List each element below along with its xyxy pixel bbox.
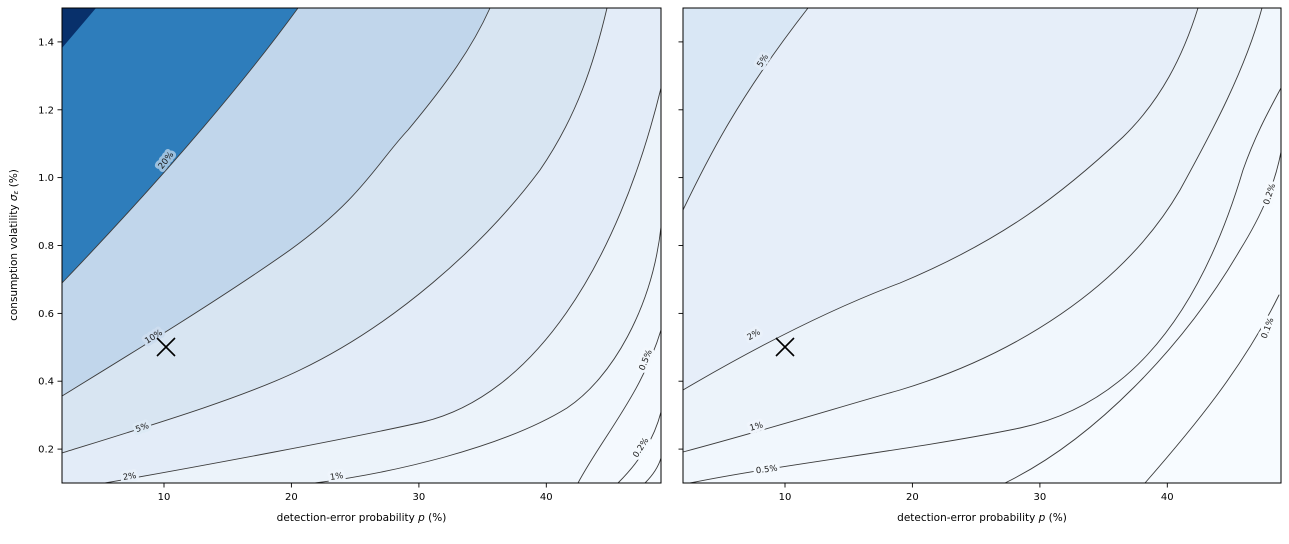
left-contour-label-2pct: 2% bbox=[122, 471, 137, 483]
x-tick-label: 30 bbox=[1034, 492, 1047, 503]
right-contour-line-5pct bbox=[682, 7, 809, 211]
y-tick-label: 1.0 bbox=[38, 173, 54, 184]
right-contour-line-01pct bbox=[1144, 294, 1280, 484]
xaxis-label-unit: (%) bbox=[1045, 512, 1067, 524]
x-tick-label: 40 bbox=[540, 492, 553, 503]
left-contour-line-20pct bbox=[61, 7, 299, 284]
xaxis-label-var: p bbox=[417, 512, 425, 524]
left-band-50-plus bbox=[62, 8, 96, 48]
yaxis-label-subscript: ε bbox=[12, 190, 20, 194]
y-tick-label: 0.6 bbox=[38, 309, 54, 320]
left-x-ticks: 10 20 30 40 bbox=[158, 483, 553, 503]
x-tick-label: 10 bbox=[158, 492, 171, 503]
right-x-marker bbox=[775, 337, 795, 357]
right-plot-border bbox=[682, 7, 1282, 484]
y-tick-label: 0.4 bbox=[38, 377, 54, 388]
right-band-5-plus bbox=[683, 8, 808, 210]
left-band-20-50 bbox=[62, 8, 298, 283]
left-xaxis-label: detection-error probability p (%) bbox=[277, 512, 447, 524]
right-contour-line-1pct bbox=[682, 7, 1263, 453]
xaxis-label-text: detection-error probability bbox=[897, 512, 1039, 524]
right-y-ticks bbox=[678, 41, 683, 450]
y-tick-label: 1.4 bbox=[38, 37, 54, 48]
left-y-ticks: 0.2 0.4 0.6 0.8 1.0 1.2 1.4 bbox=[38, 37, 62, 456]
x-tick-label: 30 bbox=[413, 492, 426, 503]
yaxis-label: consumption volatility σε (%) bbox=[8, 169, 20, 321]
left-x-marker bbox=[156, 337, 176, 357]
left-contour-line-01pct bbox=[644, 457, 662, 484]
y-tick-label: 1.2 bbox=[38, 105, 54, 116]
left-contour-line-02pct bbox=[617, 411, 662, 484]
left-contour-label-1pct: 1% bbox=[329, 471, 344, 483]
left-panel: 20% 10% 5% 2% 1% 0.5% 0.2% 10 20 30 40 bbox=[8, 7, 662, 524]
x-tick-label: 10 bbox=[779, 492, 792, 503]
right-x-ticks: 10 20 30 40 bbox=[779, 483, 1174, 503]
y-tick-label: 0.8 bbox=[38, 241, 54, 252]
left-contour-line-05pct bbox=[577, 329, 662, 484]
left-contour-line-2pct bbox=[104, 87, 662, 484]
left-contour-line-1pct bbox=[314, 226, 662, 484]
x-tick-label: 20 bbox=[285, 492, 298, 503]
left-plot-border bbox=[61, 7, 662, 484]
xaxis-label-var: p bbox=[1038, 512, 1046, 524]
right-panel: 5% 2% 1% 0.5% 0.2% 0.1% 10 20 30 40 d bbox=[678, 7, 1282, 524]
y-tick-label: 0.2 bbox=[38, 445, 54, 456]
yaxis-label-unit: (%) bbox=[8, 169, 20, 191]
right-contour-line-02pct bbox=[1004, 151, 1282, 484]
yaxis-label-text: consumption volatility bbox=[8, 201, 20, 321]
right-xaxis-label: detection-error probability p (%) bbox=[897, 512, 1067, 524]
left-contour-line-5pct bbox=[61, 7, 608, 454]
yaxis-label-var: σ bbox=[8, 194, 20, 201]
x-tick-label: 20 bbox=[906, 492, 919, 503]
right-band-2-5 bbox=[683, 8, 1198, 390]
x-tick-label: 40 bbox=[1161, 492, 1174, 503]
right-contour-line-2pct bbox=[682, 7, 1199, 391]
left-contour-line-10pct bbox=[61, 7, 491, 397]
right-contour-line-05pct bbox=[689, 87, 1282, 484]
xaxis-label-unit: (%) bbox=[425, 512, 447, 524]
xaxis-label-text: detection-error probability bbox=[277, 512, 419, 524]
